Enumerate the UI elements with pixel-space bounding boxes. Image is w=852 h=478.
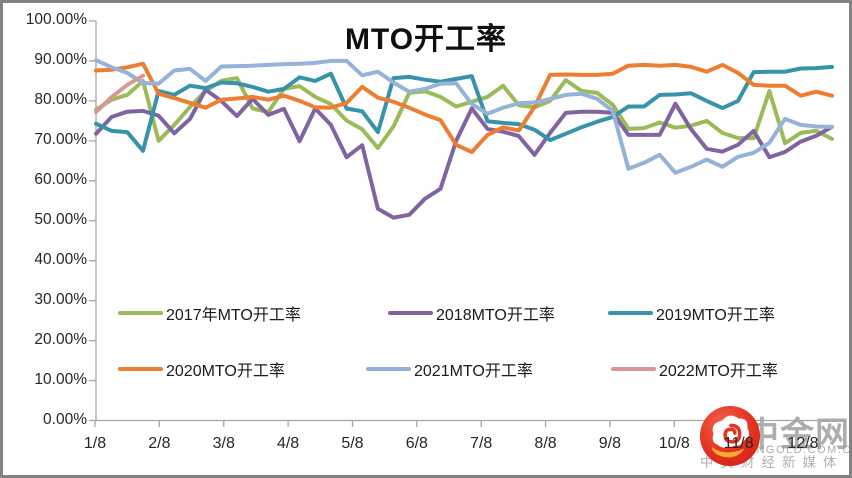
series-line-2022 bbox=[94, 73, 145, 115]
legend-item-2017: 2017年MTO开工率 bbox=[118, 303, 301, 324]
x-tick-label: 8/8 bbox=[534, 435, 557, 452]
legend-label-2018: 2018MTO开工率 bbox=[436, 307, 555, 324]
y-tick-label: 50.00% bbox=[34, 210, 87, 228]
legend-swatch-2020 bbox=[118, 366, 163, 372]
y-tick-label: 60.00% bbox=[34, 170, 87, 188]
x-tick-label: 6/8 bbox=[405, 435, 428, 452]
chart-title: MTO开工率 bbox=[344, 23, 508, 56]
legend-label-2020: 2020MTO开工率 bbox=[166, 363, 285, 380]
x-tick-label: 3/8 bbox=[212, 435, 235, 452]
legend-item-2020: 2020MTO开工率 bbox=[118, 359, 285, 380]
x-tick-label: 5/8 bbox=[341, 435, 364, 452]
x-tick-label: 4/8 bbox=[276, 435, 300, 452]
y-tick-label: 10.00% bbox=[34, 370, 87, 388]
legend-label-2017: 2017年MTO开工率 bbox=[166, 307, 301, 324]
legend-item-2022: 2022MTO开工率 bbox=[611, 359, 778, 380]
legend-item-2019: 2019MTO开工率 bbox=[608, 303, 775, 324]
legend-item-2021: 2021MTO开工率 bbox=[366, 359, 533, 380]
line-chart-plot bbox=[89, 20, 846, 427]
legend-swatch-2017 bbox=[118, 310, 163, 316]
legend-swatch-2022 bbox=[611, 366, 656, 372]
legend-label-2021: 2021MTO开工率 bbox=[414, 363, 533, 380]
legend-swatch-2021 bbox=[366, 366, 411, 372]
x-tick-label: 2/8 bbox=[148, 435, 171, 452]
watermark-domain: CNGOLD.COM.CN bbox=[747, 444, 852, 456]
x-tick-label: 7/8 bbox=[470, 435, 493, 452]
legend-swatch-2019 bbox=[608, 310, 653, 316]
x-tick-label: 12/8 bbox=[787, 435, 819, 452]
y-tick-label: 30.00% bbox=[34, 290, 87, 308]
legend-label-2022: 2022MTO开工率 bbox=[659, 363, 778, 380]
x-tick-label: 1/8 bbox=[83, 435, 107, 452]
y-tick-label: 70.00% bbox=[34, 130, 87, 148]
legend-swatch-2018 bbox=[388, 310, 433, 316]
legend-label-2019: 2019MTO开工率 bbox=[656, 307, 775, 324]
legend-item-2018: 2018MTO开工率 bbox=[388, 303, 555, 324]
y-tick-label: 40.00% bbox=[34, 250, 87, 268]
x-tick-label: 9/8 bbox=[598, 435, 622, 452]
x-tick-label: 10/8 bbox=[658, 435, 690, 452]
y-tick-label: 90.00% bbox=[34, 50, 87, 68]
series-line-2019 bbox=[94, 64, 834, 153]
axis-tick-marks bbox=[89, 20, 804, 427]
y-tick-label: 0.00% bbox=[43, 410, 87, 428]
y-tick-label: 100.00% bbox=[25, 11, 87, 28]
y-tick-label: 20.00% bbox=[34, 330, 87, 348]
watermark-brand: 中金网 bbox=[745, 416, 850, 454]
series-line-2020 bbox=[94, 61, 834, 154]
x-tick-label: 11/8 bbox=[723, 435, 754, 452]
y-tick-label: 80.00% bbox=[34, 90, 87, 108]
series-line-2021 bbox=[94, 58, 834, 175]
cngold-logo-icon bbox=[699, 405, 761, 467]
